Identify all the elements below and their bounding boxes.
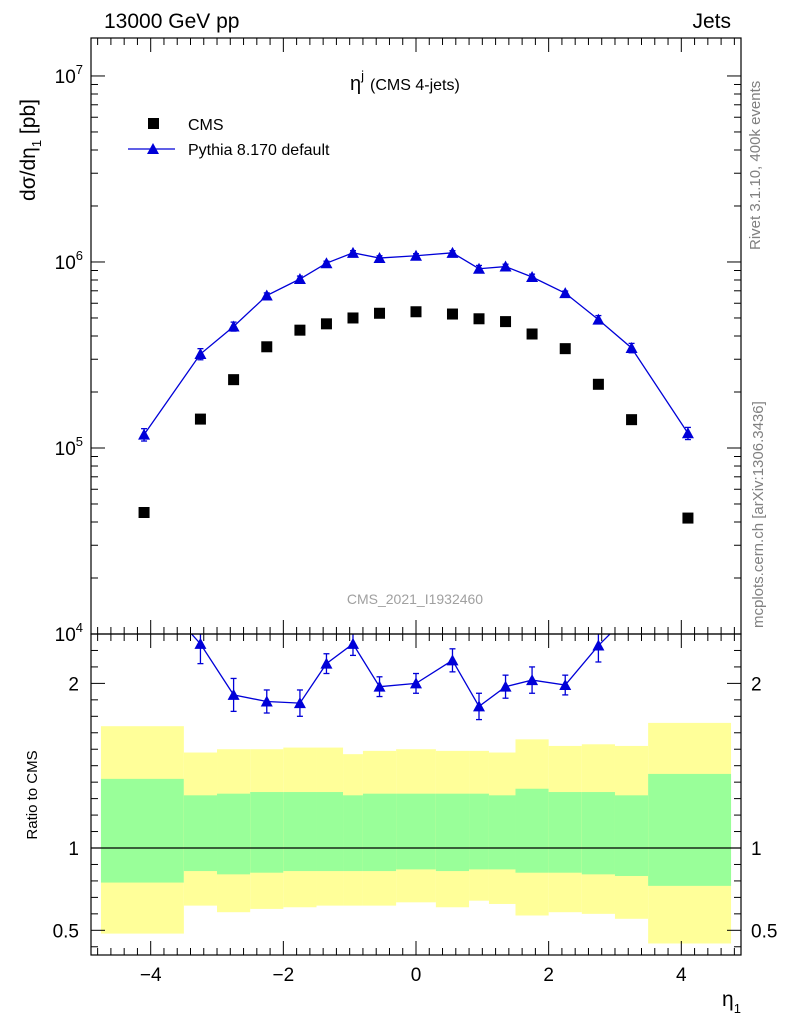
pythia-point [346,246,359,258]
ratio-inner-band [435,793,470,872]
ratio-inner-band [396,793,436,870]
pythia-point [473,262,486,274]
main-y-tick-label: 107 [55,62,83,88]
pythia-point [320,257,333,269]
legend-cms-label: CMS [188,117,224,134]
ratio-inner-band [614,795,649,876]
ratio-inner-band [469,793,489,870]
legend-cms-marker [148,118,159,129]
ratio-y-tick-label-left: 0.5 [53,921,79,942]
pythia-point [526,271,539,283]
cms-point [626,414,638,426]
x-tick-label: 4 [676,965,687,986]
cms-point [559,343,571,355]
ratio-pythia-point [320,657,333,669]
ratio-pythia-point [293,697,306,709]
ratio-pythia-point [373,680,386,692]
pythia-point [681,427,694,439]
pythia-point [446,246,459,258]
ratio-inner-band [316,792,344,872]
cms-point [526,328,538,340]
ratio-y-axis-label: Ratio to CMS [24,750,41,839]
cms-point [294,324,306,336]
legend-pythia-marker [147,143,159,154]
ratio-pythia-point [260,695,273,707]
ratio-inner-band [250,792,284,873]
cms-point [320,318,332,330]
ratio-inner-band [515,788,549,873]
x-axis-label: η1 [722,988,741,1016]
rivet-label: Rivet 3.1.10, 400k events [747,81,764,250]
ratio-inner-band [217,793,251,875]
ratio-pythia-point [410,677,422,689]
pythia-point [293,273,306,285]
ratio-y-tick-label-right: 1 [751,839,762,860]
ratio-panel [91,634,741,944]
ratio-inner-band [548,792,582,873]
header-category-label: Jets [692,10,731,33]
main-y-tick-label: 104 [55,620,83,646]
cms-point [410,306,422,318]
x-tick-label: −2 [273,965,295,986]
main-panel [138,246,694,524]
ratio-y-tick-label-right: 0.5 [751,921,777,942]
pythia-point [592,313,605,325]
ratio-inner-band [581,792,615,875]
cms-point [194,413,206,425]
pythia-point [410,249,422,261]
ratio-inner-band [283,792,317,872]
main-y-tick-label: 106 [55,248,83,274]
mcplots-label: mcplots.cern.ch [arXiv:1306.3436] [750,401,767,628]
cms-point [592,378,604,390]
ratio-pythia-point [227,688,240,700]
ratio-inner-band [648,773,732,886]
ratio-inner-band [488,795,516,870]
ratio-y-tick-label-left: 2 [68,674,79,695]
x-tick-label: 0 [411,965,422,986]
cms-point [138,506,150,518]
cms-point [500,316,512,328]
ratio-pythia-point [473,700,486,712]
cms-point [374,307,386,319]
pythia-point [625,341,638,353]
pythia-line [143,252,689,435]
ratio-pythia-point [346,637,359,649]
x-tick-label: −4 [140,965,162,986]
legend-pythia-label: Pythia 8.170 default [188,142,330,159]
ratio-pythia-point [526,674,539,686]
plot-title: ηj(CMS 4-jets) [350,68,460,95]
ratio-inner-band [183,795,218,872]
cms-point [228,374,240,386]
pythia-point [227,320,240,332]
pythia-point [559,287,572,299]
cms-point [446,308,458,320]
cms-point [682,512,694,524]
cms-point [261,341,273,353]
main-y-axis-label: dσ/dη1 [pb] [17,99,44,201]
axes: 104 105 106 107 −4 −2 0 2 4 0.5 0.5 1 1 2 2 [53,37,777,986]
ratio-pythia-point [446,654,459,666]
main-y-tick-label: 105 [55,434,83,460]
ratio-inner-band [343,795,363,872]
ratio-y-tick-label-left: 1 [68,839,79,860]
header-collision-label: 13000 GeV pp [104,10,239,33]
ratio-pythia-point [499,680,512,692]
ratio-y-tick-label-right: 2 [751,674,762,695]
pythia-point [260,289,273,301]
ratio-inner-band [362,793,397,872]
legend: CMS Pythia 8.170 default [128,117,330,159]
ratio-pythia-point [559,679,572,691]
ratio-pythia-point [194,637,207,649]
pythia-point [499,260,512,272]
pythia-point [138,428,151,440]
x-tick-label: 2 [543,965,554,986]
cms-point [473,313,485,325]
pythia-point [373,252,386,264]
ratio-pythia-point [592,639,605,651]
pythia-point [194,348,207,360]
cms-point [347,312,359,324]
ratio-inner-band [100,778,184,883]
analysis-watermark: CMS_2021_I1932460 [347,591,483,607]
